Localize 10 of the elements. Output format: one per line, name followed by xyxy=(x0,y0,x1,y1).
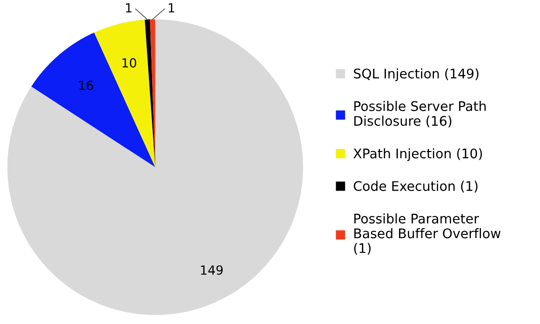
legend-label: Code Execution (1) xyxy=(354,180,478,193)
data-label: 16 xyxy=(79,80,94,90)
data-label: 1 xyxy=(126,3,132,12)
legend-label: Possible Parameter Based Buffer Overflow (1) xyxy=(354,213,501,255)
data-label: 10 xyxy=(122,58,136,68)
legend-label: Possible Server Path Disclosure (16) xyxy=(354,100,486,128)
legend-label: XPath Injection (10) xyxy=(353,148,482,161)
legend-label: SQL Injection (149) xyxy=(354,68,478,82)
data-label: 1 xyxy=(168,3,174,12)
data-label: 149 xyxy=(201,265,223,275)
